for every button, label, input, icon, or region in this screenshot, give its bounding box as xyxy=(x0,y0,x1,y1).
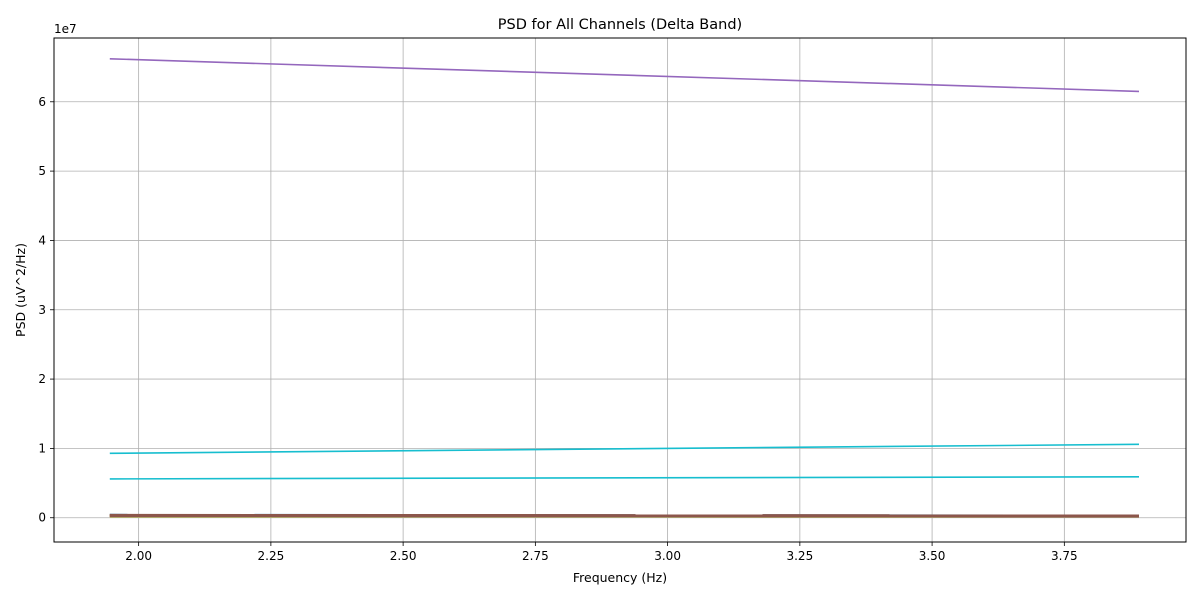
y-tick-label: 3 xyxy=(38,303,46,317)
chart-title: PSD for All Channels (Delta Band) xyxy=(498,17,742,33)
y-tick-label: 5 xyxy=(38,164,46,178)
y-tick-label: 4 xyxy=(38,233,46,247)
x-tick-label: 3.00 xyxy=(654,549,681,563)
y-tick-label: 0 xyxy=(38,511,46,525)
y-axis-label: PSD (uV^2/Hz) xyxy=(13,243,28,337)
x-tick-label: 3.50 xyxy=(919,549,946,563)
y-tick-label: 1 xyxy=(38,441,46,455)
x-tick-label: 2.00 xyxy=(125,549,152,563)
x-tick-label: 3.25 xyxy=(786,549,813,563)
series-line-2 xyxy=(109,475,1140,480)
x-axis-ticks: 2.00 2.25 2.50 2.75 3.00 3.25 3.50 3.75 xyxy=(125,542,1078,563)
grid xyxy=(54,38,1186,542)
x-tick-label: 2.75 xyxy=(522,549,549,563)
y-axis-offset-text: 1e7 xyxy=(54,22,77,36)
y-axis-ticks: 0 1 2 3 4 5 6 xyxy=(38,95,54,525)
y-tick-label: 6 xyxy=(38,95,46,109)
x-axis-label: Frequency (Hz) xyxy=(573,570,667,585)
series-line-1 xyxy=(109,443,1140,455)
axes-frame xyxy=(53,37,1187,543)
x-tick-label: 2.25 xyxy=(258,549,285,563)
series-line-0 xyxy=(109,58,1140,93)
x-tick-label: 2.50 xyxy=(390,549,417,563)
series-lines xyxy=(109,58,1140,518)
y-tick-label: 2 xyxy=(38,372,46,386)
x-tick-label: 3.75 xyxy=(1051,549,1078,563)
